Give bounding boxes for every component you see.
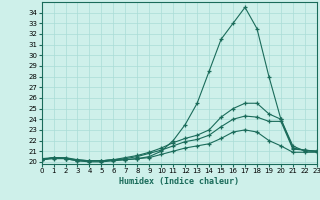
X-axis label: Humidex (Indice chaleur): Humidex (Indice chaleur) [119,177,239,186]
